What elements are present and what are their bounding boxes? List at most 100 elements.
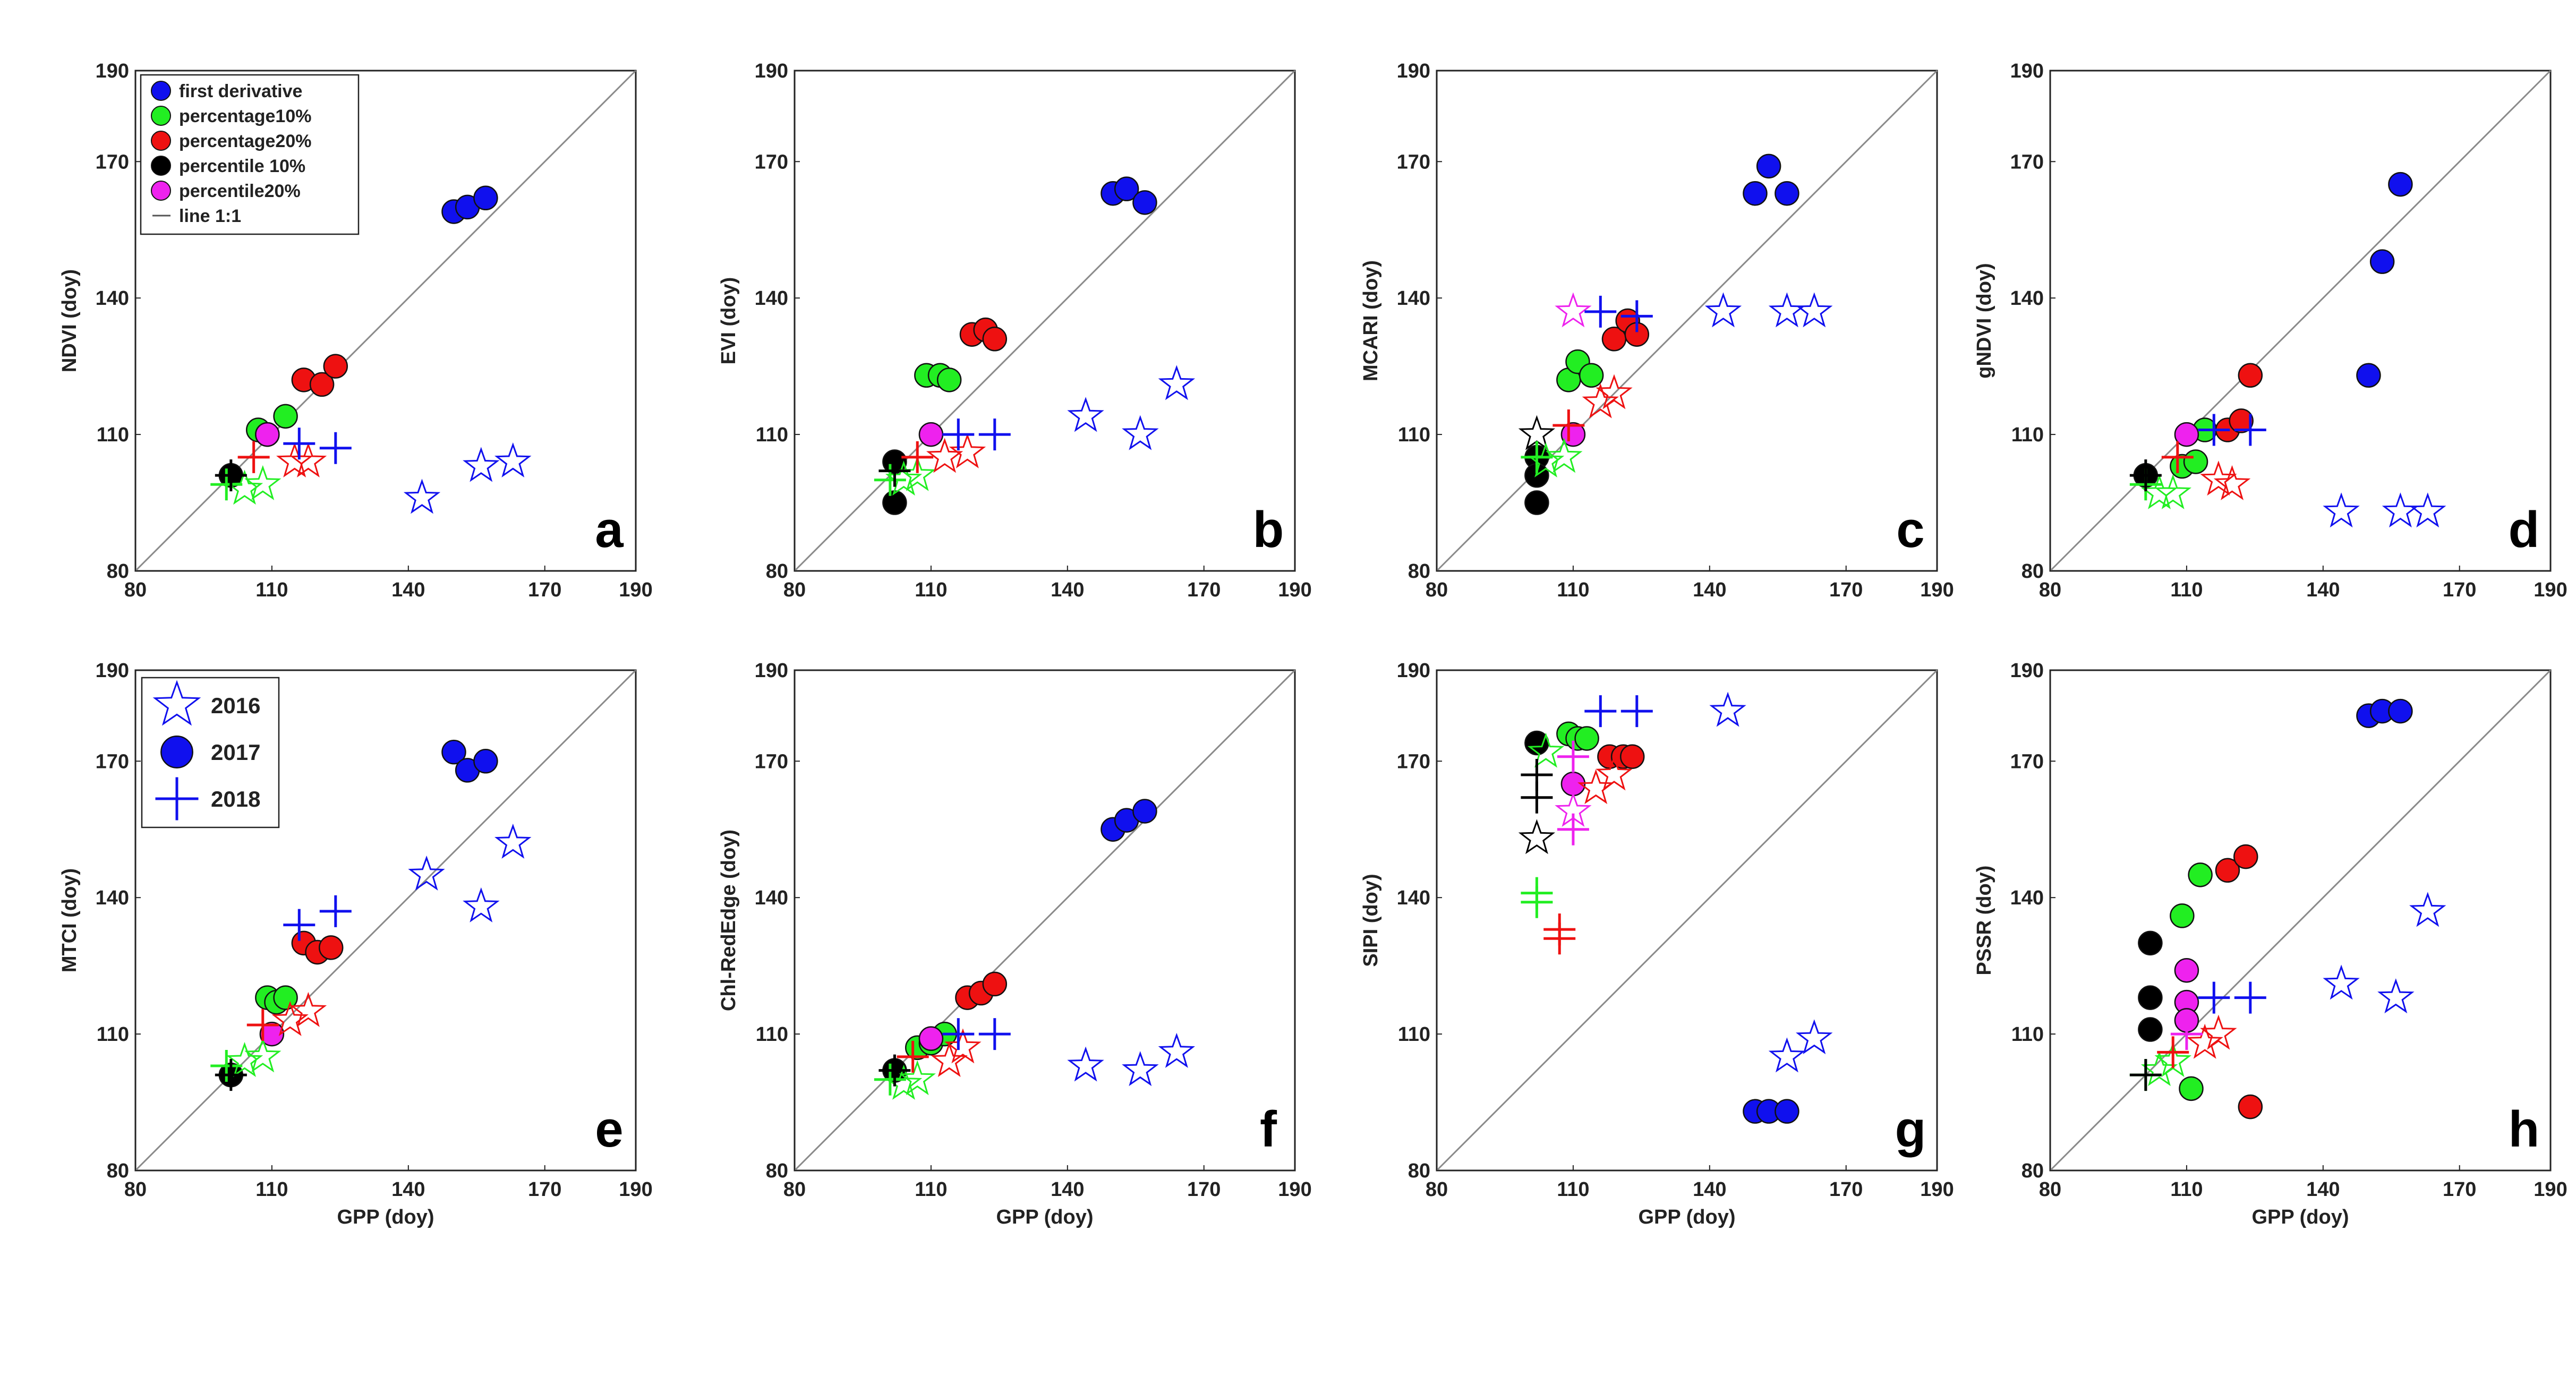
data-point <box>2188 862 2213 887</box>
data-point <box>210 468 243 501</box>
data-point <box>1584 695 1617 728</box>
y-tick-label: 80 <box>2021 560 2044 583</box>
data-point <box>319 432 352 464</box>
data-point <box>2215 858 2240 883</box>
y-axis-label: MTCI (doy) <box>58 868 81 972</box>
y-tick-label: 170 <box>755 750 788 773</box>
data-point <box>918 422 944 447</box>
data-point <box>2234 414 2266 446</box>
panel-letter: e <box>595 1101 623 1158</box>
y-tick-label: 170 <box>2010 750 2044 773</box>
data-point <box>1158 365 1196 400</box>
data-point <box>982 327 1008 352</box>
data-point <box>1122 415 1159 450</box>
x-tick-label: 110 <box>2170 1178 2203 1201</box>
panel-letter: d <box>2509 501 2540 558</box>
data-point <box>255 422 280 447</box>
x-tick-label: 190 <box>2534 1178 2567 1201</box>
y-tick-label: 140 <box>96 287 129 310</box>
data-point <box>2183 449 2208 474</box>
y-tick-label: 170 <box>96 151 129 173</box>
data-point <box>1620 300 1653 332</box>
y-axis-label: Chl-RedEdge (doy) <box>718 830 740 1011</box>
data-point <box>1596 755 1633 791</box>
data-point <box>323 354 348 379</box>
data-point <box>2356 363 2381 388</box>
data-point <box>2170 1018 2203 1050</box>
data-point <box>226 1042 263 1078</box>
legend-swatch <box>151 106 171 126</box>
y-tick-label: 110 <box>756 1023 788 1046</box>
data-point <box>2174 958 2199 983</box>
y-tick-label: 80 <box>107 1160 129 1182</box>
y-axis-label: EVI (doy) <box>718 277 740 365</box>
x-tick-label: 170 <box>1829 1178 1863 1201</box>
data-point <box>1620 695 1653 728</box>
one-to-one-line <box>1436 669 1938 1172</box>
x-tick-label: 190 <box>1920 1178 1954 1201</box>
y-tick-label: 170 <box>2010 151 2044 173</box>
data-point <box>1518 819 1556 854</box>
data-point <box>237 441 270 473</box>
y-tick-label: 170 <box>1397 151 1430 173</box>
data-point <box>289 442 327 478</box>
data-point <box>1557 740 1589 773</box>
y-tick-label: 80 <box>2021 1160 2044 1182</box>
data-point <box>918 1026 944 1051</box>
x-tick-label: 110 <box>915 579 947 601</box>
data-point <box>441 739 466 765</box>
x-tick-label: 140 <box>1051 579 1084 601</box>
data-point <box>1743 181 1768 206</box>
y-tick-label: 170 <box>96 750 129 773</box>
x-tick-label: 110 <box>1557 1178 1589 1201</box>
y-tick-label: 110 <box>2011 424 2044 446</box>
x-tick-label: 140 <box>1051 1178 1084 1201</box>
y-tick-label: 190 <box>2010 660 2044 682</box>
data-point <box>473 749 498 774</box>
one-to-one-line <box>1436 70 1938 572</box>
data-point <box>259 1021 285 1047</box>
legend-swatch <box>151 156 171 176</box>
legend-marker <box>155 777 199 821</box>
data-point <box>318 935 344 960</box>
data-point <box>936 367 962 392</box>
legend-label: percentile20% <box>179 181 301 201</box>
data-point <box>899 1060 936 1096</box>
x-tick-label: 190 <box>1278 579 1311 601</box>
x-tick-label: 190 <box>1278 1178 1311 1201</box>
data-point <box>2174 422 2199 447</box>
legend-label: percentage20% <box>179 131 311 151</box>
y-tick-label: 190 <box>755 660 788 682</box>
data-point <box>1553 409 1585 441</box>
data-point <box>1132 799 1157 824</box>
legend-label: 2016 <box>211 693 260 718</box>
legend-label: percentile 10% <box>179 156 305 176</box>
x-axis-label: GPP (doy) <box>1639 1206 1736 1228</box>
data-point <box>878 1054 911 1087</box>
data-point <box>319 895 352 927</box>
data-point <box>2323 492 2360 528</box>
data-point <box>1582 383 1619 418</box>
x-tick-label: 140 <box>391 1178 425 1201</box>
y-tick-label: 80 <box>766 560 788 583</box>
y-tick-label: 140 <box>755 887 788 909</box>
x-axis-label: GPP (doy) <box>2252 1206 2349 1228</box>
legend-box <box>140 74 360 235</box>
x-tick-label: 80 <box>783 579 806 601</box>
data-point <box>1158 1032 1196 1068</box>
y-tick-label: 190 <box>755 60 788 82</box>
data-point <box>2409 492 2446 528</box>
data-point <box>2377 978 2415 1014</box>
x-tick-label: 140 <box>1693 579 1726 601</box>
data-point <box>271 1001 309 1036</box>
x-tick-label: 110 <box>255 1178 288 1201</box>
y-axis-label: PSSR (doy) <box>1973 866 1995 976</box>
data-point <box>1521 781 1553 814</box>
data-point <box>408 855 445 891</box>
y-tick-label: 110 <box>2011 1023 2044 1046</box>
data-point <box>1704 292 1742 328</box>
data-point <box>1067 397 1104 432</box>
y-tick-label: 190 <box>1397 60 1430 82</box>
legend-label: 2017 <box>211 740 260 765</box>
